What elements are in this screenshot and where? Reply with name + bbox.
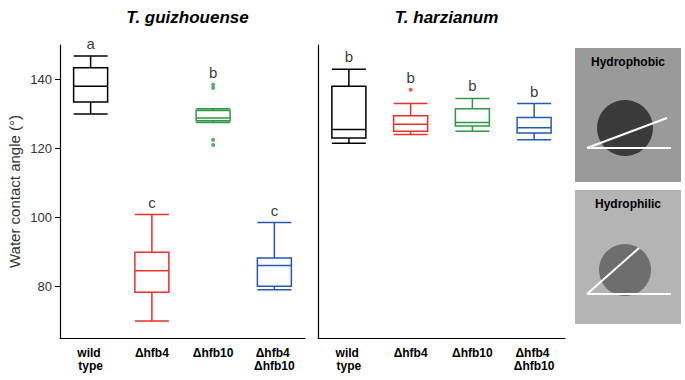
svg-text:T. guizhouense: T. guizhouense: [126, 8, 248, 27]
svg-text:a: a: [86, 35, 95, 52]
svg-text:b: b: [468, 77, 476, 94]
svg-text:Hydrophobic: Hydrophobic: [591, 55, 665, 69]
svg-text:type: type: [78, 359, 103, 373]
svg-text:T. harzianum: T. harzianum: [395, 8, 499, 27]
svg-text:Δhfb10: Δhfb10: [193, 346, 234, 360]
svg-text:Δhfb10: Δhfb10: [514, 359, 555, 373]
svg-text:b: b: [530, 83, 538, 100]
svg-text:b: b: [345, 48, 353, 65]
svg-text:Δhfb4: Δhfb4: [515, 346, 552, 360]
svg-text:b: b: [406, 69, 414, 86]
svg-text:120: 120: [30, 141, 52, 156]
svg-text:c: c: [148, 194, 156, 211]
svg-text:Δhfb10: Δhfb10: [452, 346, 493, 360]
svg-text:Δhfb10: Δhfb10: [254, 359, 295, 373]
svg-text:c: c: [271, 202, 279, 219]
svg-text:140: 140: [30, 72, 52, 87]
svg-text:type: type: [337, 359, 362, 373]
svg-text:Hydrophilic: Hydrophilic: [595, 197, 661, 211]
svg-text:Water contact angle (°): Water contact angle (°): [6, 115, 23, 268]
svg-text:Δhfb4: Δhfb4: [256, 346, 293, 360]
svg-text:wild: wild: [335, 346, 363, 360]
svg-text:Δhfb4: Δhfb4: [135, 346, 169, 360]
svg-text:wild: wild: [76, 346, 104, 360]
svg-text:100: 100: [30, 210, 52, 225]
svg-text:80: 80: [38, 279, 52, 294]
svg-text:b: b: [209, 64, 217, 81]
svg-text:Δhfb4: Δhfb4: [394, 346, 428, 360]
